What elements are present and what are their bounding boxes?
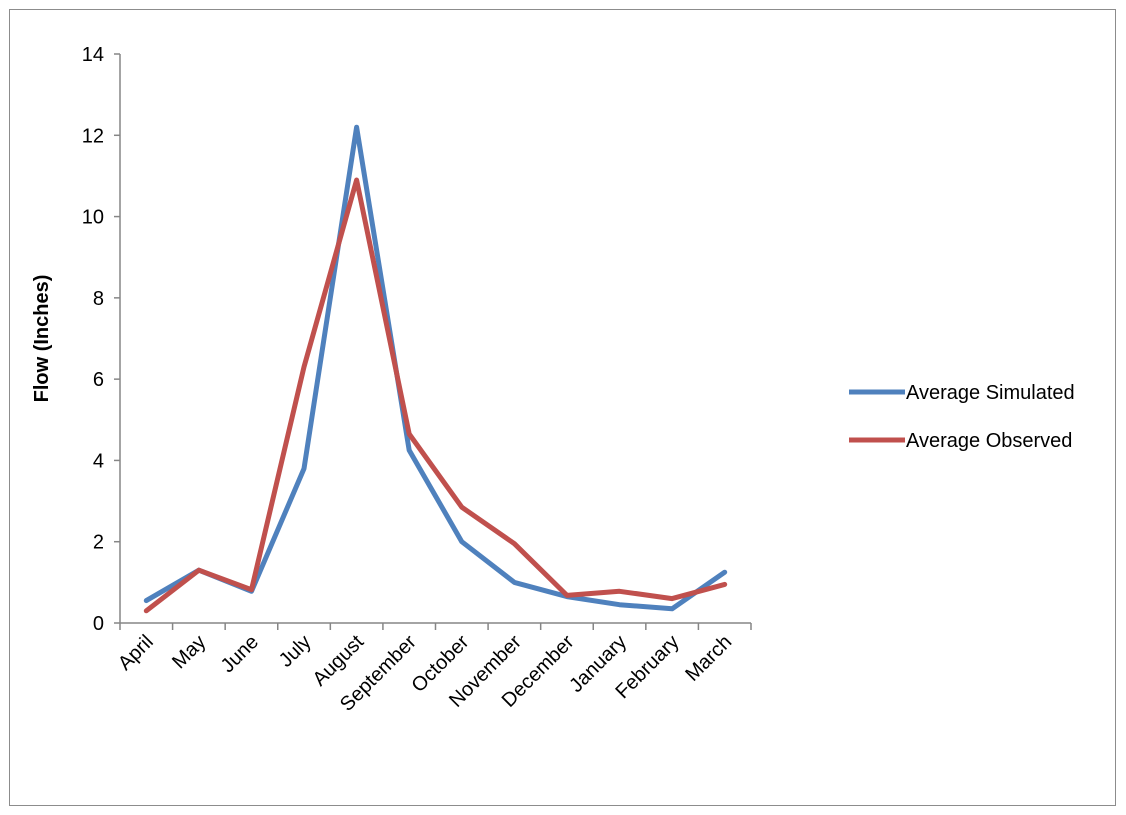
series-line-average-simulated [143,124,728,612]
x-tick-label: June [217,631,263,677]
y-tick-label: 0 [93,613,104,635]
y-tick-label: 6 [93,369,104,391]
y-axis: 0 2 4 6 8 10 12 14 [82,44,121,635]
x-tick-label: March [681,631,736,686]
y-tick-label: 2 [93,532,104,554]
chart-area: 0 2 4 6 8 10 12 14 April May June July August Septem… [9,9,1116,806]
y-tick-label: 12 [82,125,104,147]
y-axis-title: Flow (Inches) [31,275,53,403]
x-tick-label: May [168,631,210,673]
y-tick-label: 10 [82,207,104,229]
legend: Average Simulated Average Observed [849,382,1075,452]
y-tick-label: 8 [93,288,104,310]
legend-label: Average Observed [906,430,1072,452]
series-lines [143,124,728,614]
series-line-average-observed [143,177,728,614]
legend-label: Average Simulated [906,382,1075,404]
x-tick-label: July [275,631,316,672]
x-axis: April May June JulyAugustSeptemberOctoberNo… [114,622,752,716]
y-tick-label: 4 [93,450,104,472]
y-tick-label: 14 [82,44,104,66]
x-tick-label: April [114,631,158,675]
